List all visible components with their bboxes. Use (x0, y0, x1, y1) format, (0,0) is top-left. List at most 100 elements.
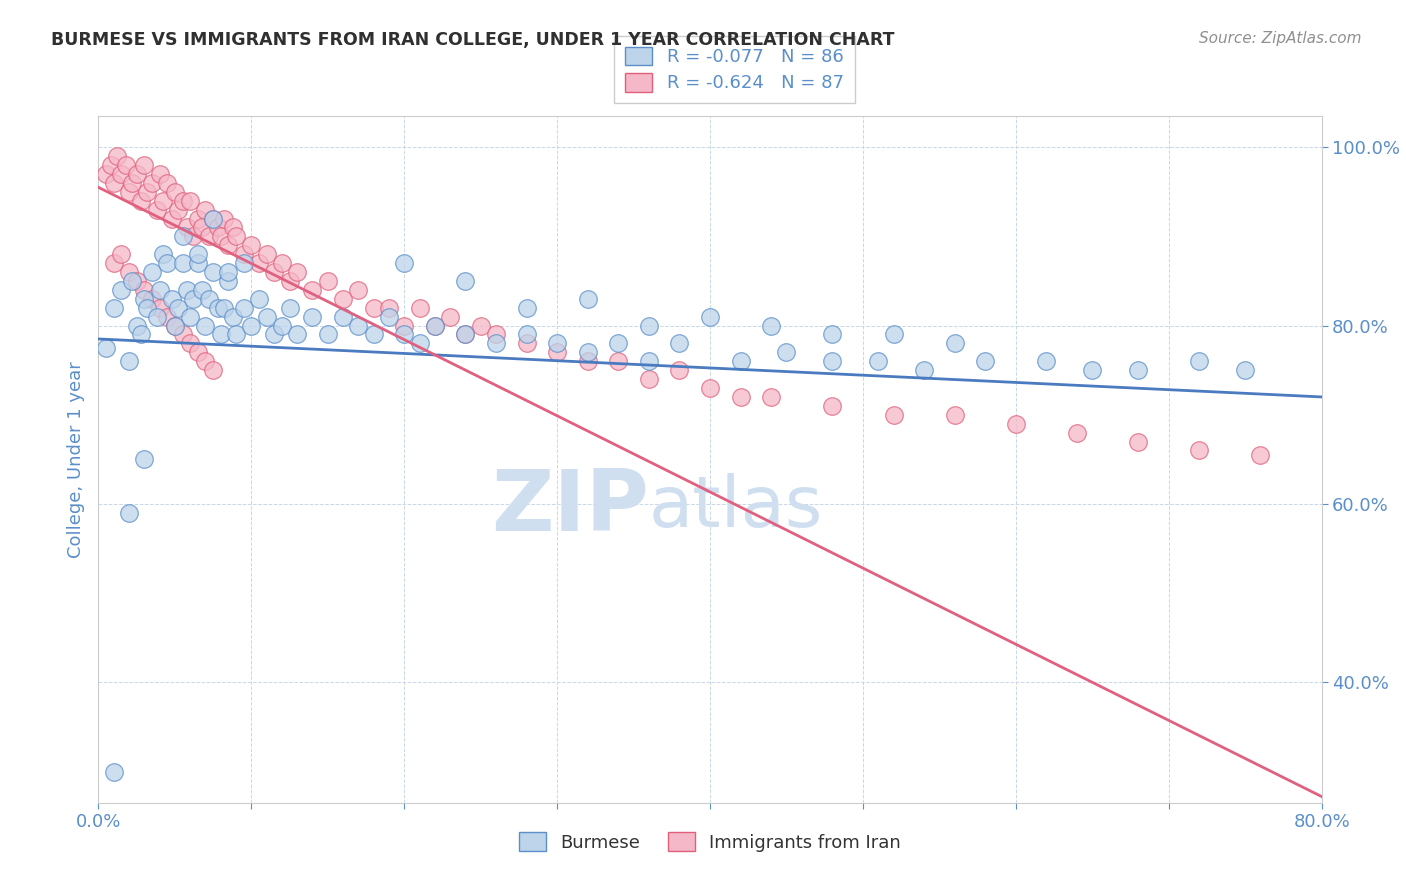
Point (129, 327, 152, 342)
Text: BURMESE VS IMMIGRANTS FROM IRAN COLLEGE, UNDER 1 YEAR CORRELATION CHART: BURMESE VS IMMIGRANTS FROM IRAN COLLEGE,… (51, 31, 894, 49)
Point (141, 176, 163, 190)
Point (141, 265, 163, 279)
Point (179, 194, 201, 208)
Point (637, 318, 661, 333)
Point (103, 764, 125, 779)
Point (202, 363, 225, 377)
Point (160, 292, 183, 306)
Point (1234, 363, 1257, 377)
Point (332, 292, 354, 306)
Point (110, 167, 132, 181)
Point (172, 256, 194, 270)
Point (423, 318, 446, 333)
Point (136, 301, 159, 315)
Point (576, 345, 599, 359)
Point (129, 194, 152, 208)
Point (121, 176, 143, 190)
Point (883, 408, 905, 422)
Point (759, 318, 782, 333)
Point (160, 211, 183, 226)
Point (118, 265, 141, 279)
Point (607, 336, 630, 351)
Point (125, 167, 148, 181)
Point (149, 167, 172, 181)
Point (668, 336, 690, 351)
Point (730, 354, 752, 368)
Point (485, 327, 508, 342)
Point (217, 274, 239, 288)
Point (194, 354, 217, 368)
Point (134, 452, 156, 467)
Point (209, 229, 232, 244)
Point (392, 327, 416, 342)
Point (301, 283, 323, 297)
Point (191, 283, 214, 297)
Point (212, 211, 235, 226)
Point (247, 256, 270, 270)
Point (516, 301, 538, 315)
Point (212, 301, 235, 315)
Point (1249, 448, 1271, 462)
Point (232, 247, 254, 261)
Point (316, 274, 339, 288)
Point (181, 229, 204, 244)
Point (821, 354, 844, 368)
Point (232, 301, 254, 315)
Point (316, 327, 339, 342)
Point (247, 292, 270, 306)
Y-axis label: College, Under 1 year: College, Under 1 year (66, 361, 84, 558)
Point (270, 318, 292, 333)
Point (943, 408, 966, 422)
Point (775, 345, 797, 359)
Point (202, 265, 225, 279)
Point (576, 292, 599, 306)
Point (152, 194, 174, 208)
Point (145, 310, 167, 324)
Point (439, 310, 461, 324)
Point (232, 256, 254, 270)
Point (176, 283, 198, 297)
Point (217, 238, 239, 252)
Point (485, 336, 508, 351)
Text: Source: ZipAtlas.com: Source: ZipAtlas.com (1198, 31, 1361, 46)
Point (347, 318, 370, 333)
Point (363, 327, 385, 342)
Point (943, 336, 966, 351)
Point (912, 363, 935, 377)
Point (470, 318, 492, 333)
Point (105, 149, 128, 163)
Point (217, 265, 239, 279)
Point (172, 194, 194, 208)
Point (163, 185, 186, 199)
Point (454, 327, 477, 342)
Point (332, 310, 354, 324)
Point (115, 158, 138, 172)
Point (167, 301, 190, 315)
Point (167, 202, 190, 217)
Point (1035, 354, 1057, 368)
Point (576, 354, 599, 368)
Point (141, 292, 163, 306)
Point (179, 336, 201, 351)
Point (256, 310, 278, 324)
Point (607, 354, 630, 368)
Point (194, 202, 217, 217)
Point (197, 229, 219, 244)
Point (546, 345, 568, 359)
Point (172, 327, 194, 342)
Point (516, 327, 538, 342)
Point (152, 247, 174, 261)
Point (163, 318, 186, 333)
Point (546, 336, 568, 351)
Point (263, 327, 285, 342)
Point (454, 274, 477, 288)
Point (222, 310, 245, 324)
Point (172, 229, 194, 244)
Point (187, 211, 209, 226)
Point (103, 176, 125, 190)
Point (730, 390, 752, 404)
Point (125, 274, 148, 288)
Point (191, 220, 214, 235)
Point (187, 345, 209, 359)
Point (121, 274, 143, 288)
